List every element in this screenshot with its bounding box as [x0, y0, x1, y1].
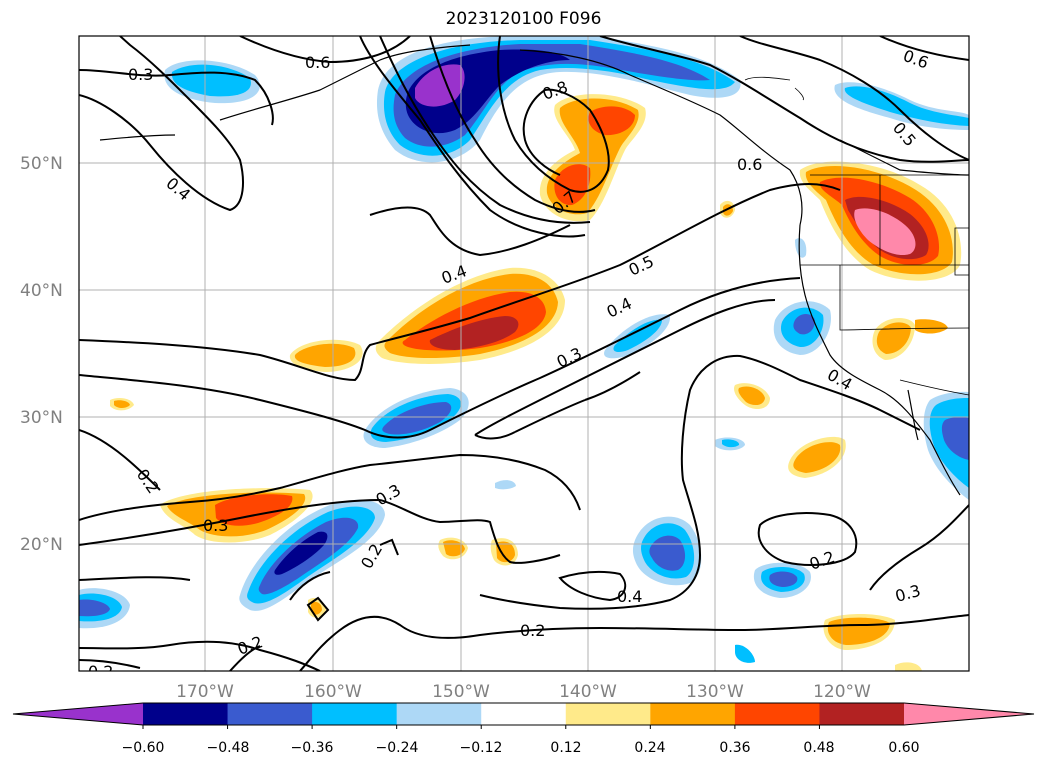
lat-label: 50°N [20, 154, 63, 174]
colorbar-tick-label: 0.36 [719, 740, 750, 756]
colorbar-tick-label: 0.12 [550, 740, 581, 756]
colorbar-tick-label: −0.60 [122, 740, 165, 756]
colorbar-tick-label: −0.48 [207, 740, 250, 756]
colorbar-tick-label: 0.60 [888, 740, 919, 756]
colorbar-tick-label: −0.12 [460, 740, 503, 756]
colorbar-swatch [819, 703, 904, 725]
colorbar-swatch [650, 703, 735, 725]
contour-label: 0.6 [305, 53, 330, 72]
colorbar-extend-max [904, 703, 1034, 725]
latitude-labels: 50°N 40°N 30°N 20°N [20, 154, 63, 555]
colorbar-swatch [228, 703, 313, 725]
contour-label: 0.3 [203, 516, 228, 535]
colorbar-swatch [735, 703, 820, 725]
lat-label: 30°N [20, 408, 63, 428]
colorbar-swatch [566, 703, 651, 725]
lon-label: 160°W [304, 682, 362, 702]
colorbar-tick-label: −0.24 [376, 740, 419, 756]
lon-label: 150°W [432, 682, 490, 702]
lon-label: 140°W [559, 682, 617, 702]
contour-label: 0.3 [128, 65, 153, 84]
lat-label: 20°N [20, 535, 63, 555]
colorbar-swatch [312, 703, 397, 725]
colorbar-swatch [481, 703, 566, 725]
colorbar-swatch [397, 703, 482, 725]
colorbar-tick-label: 0.48 [803, 740, 834, 756]
contour-label: 0.2 [520, 621, 545, 640]
longitude-labels: 170°W 160°W 150°W 140°W 130°W 120°W [176, 682, 871, 702]
lon-label: 170°W [176, 682, 234, 702]
lon-label: 130°W [686, 682, 744, 702]
colorbar-extend-min [13, 703, 143, 725]
colorbar-swatch [143, 703, 228, 725]
colorbar-tick-label: −0.36 [291, 740, 334, 756]
contour-label: 0.4 [617, 587, 642, 606]
lon-label: 120°W [813, 682, 871, 702]
colorbar-tick-labels: −0.60 −0.48 −0.36 −0.24 −0.12 0.12 0.24 … [122, 740, 920, 756]
colorbar-tick-label: 0.24 [634, 740, 665, 756]
lat-label: 40°N [20, 281, 63, 301]
colorbar [13, 703, 1034, 729]
contour-label: 0.6 [737, 155, 762, 174]
map-figure: 0.3 0.6 0.6 0.5 0.8 0.4 0.6 0.7 0.4 0.5 … [0, 0, 1047, 765]
